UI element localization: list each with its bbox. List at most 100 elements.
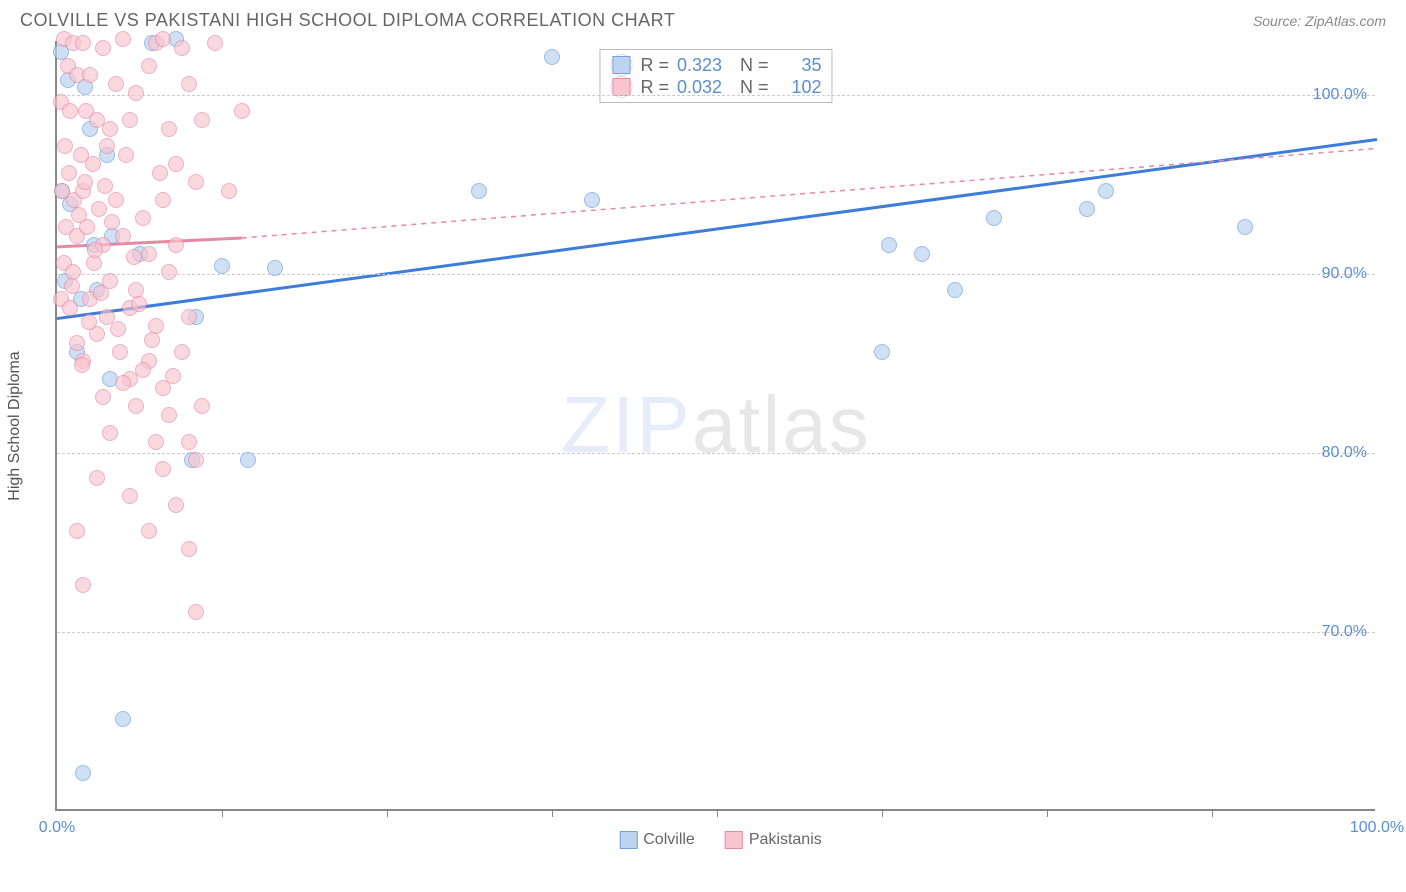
- data-point-pakistanis: [141, 246, 157, 262]
- data-point-colville: [986, 210, 1002, 226]
- plot-area: ZIPatlas R = 0.323 N = 35 R = 0.032 N = …: [55, 41, 1375, 811]
- data-point-pakistanis: [64, 278, 80, 294]
- data-point-colville: [947, 282, 963, 298]
- data-point-pakistanis: [81, 314, 97, 330]
- data-point-pakistanis: [102, 121, 118, 137]
- data-point-pakistanis: [99, 138, 115, 154]
- data-point-colville: [267, 260, 283, 276]
- data-point-pakistanis: [118, 147, 134, 163]
- data-point-pakistanis: [95, 389, 111, 405]
- data-point-pakistanis: [194, 398, 210, 414]
- data-point-pakistanis: [207, 35, 223, 51]
- y-axis-label: High School Diploma: [6, 351, 24, 500]
- data-point-colville: [1098, 183, 1114, 199]
- data-point-pakistanis: [188, 452, 204, 468]
- data-point-colville: [584, 192, 600, 208]
- data-point-pakistanis: [174, 40, 190, 56]
- data-point-pakistanis: [61, 165, 77, 181]
- data-point-pakistanis: [71, 207, 87, 223]
- data-point-pakistanis: [155, 192, 171, 208]
- data-point-colville: [75, 765, 91, 781]
- data-point-pakistanis: [115, 31, 131, 47]
- data-point-colville: [240, 452, 256, 468]
- data-point-colville: [471, 183, 487, 199]
- data-point-pakistanis: [89, 470, 105, 486]
- header: COLVILLE VS PAKISTANI HIGH SCHOOL DIPLOM…: [0, 0, 1406, 36]
- data-point-colville: [1237, 219, 1253, 235]
- data-point-pakistanis: [115, 375, 131, 391]
- data-point-pakistanis: [91, 201, 107, 217]
- xtick: [882, 809, 883, 817]
- stats-row: R = 0.323 N = 35: [610, 54, 821, 76]
- gridline: [57, 632, 1375, 633]
- gridline: [57, 95, 1375, 96]
- data-point-pakistanis: [181, 541, 197, 557]
- data-point-pakistanis: [62, 103, 78, 119]
- data-point-pakistanis: [161, 264, 177, 280]
- data-point-pakistanis: [128, 398, 144, 414]
- data-point-pakistanis: [110, 321, 126, 337]
- data-point-pakistanis: [188, 174, 204, 190]
- xtick-end: 100.0%: [1350, 819, 1404, 837]
- data-point-colville: [881, 237, 897, 253]
- data-point-pakistanis: [87, 242, 103, 258]
- data-point-pakistanis: [181, 434, 197, 450]
- data-point-pakistanis: [155, 461, 171, 477]
- ytick-label: 90.0%: [1322, 265, 1367, 283]
- data-point-pakistanis: [122, 112, 138, 128]
- data-point-pakistanis: [188, 604, 204, 620]
- data-point-pakistanis: [104, 214, 120, 230]
- data-point-pakistanis: [62, 300, 78, 316]
- data-point-pakistanis: [112, 344, 128, 360]
- data-point-colville: [874, 344, 890, 360]
- data-point-pakistanis: [108, 76, 124, 92]
- data-point-pakistanis: [77, 174, 93, 190]
- data-point-pakistanis: [155, 31, 171, 47]
- data-point-pakistanis: [148, 434, 164, 450]
- data-point-pakistanis: [75, 35, 91, 51]
- data-point-colville: [544, 49, 560, 65]
- data-point-colville: [1079, 201, 1095, 217]
- legend: ColvillePakistanis: [619, 831, 822, 849]
- data-point-pakistanis: [174, 344, 190, 360]
- trend-lines: [57, 41, 1377, 811]
- data-point-pakistanis: [97, 178, 113, 194]
- data-point-colville: [914, 246, 930, 262]
- data-point-pakistanis: [161, 407, 177, 423]
- ytick-label: 80.0%: [1322, 444, 1367, 462]
- xtick: [1047, 809, 1048, 817]
- data-point-pakistanis: [93, 285, 109, 301]
- chart-title: COLVILLE VS PAKISTANI HIGH SCHOOL DIPLOM…: [20, 10, 675, 31]
- xtick: [387, 809, 388, 817]
- data-point-colville: [214, 258, 230, 274]
- chart-container: High School Diploma ZIPatlas R = 0.323 N…: [55, 41, 1386, 811]
- gridline: [57, 453, 1375, 454]
- legend-item: Colville: [619, 831, 695, 849]
- source-label: Source: ZipAtlas.com: [1253, 13, 1386, 29]
- data-point-pakistanis: [75, 577, 91, 593]
- data-point-pakistanis: [108, 192, 124, 208]
- data-point-pakistanis: [168, 497, 184, 513]
- data-point-pakistanis: [144, 332, 160, 348]
- data-point-pakistanis: [95, 40, 111, 56]
- data-point-pakistanis: [131, 296, 147, 312]
- data-point-pakistanis: [135, 210, 151, 226]
- data-point-pakistanis: [141, 58, 157, 74]
- data-point-pakistanis: [115, 228, 131, 244]
- data-point-pakistanis: [82, 67, 98, 83]
- xtick-start: 0.0%: [39, 819, 75, 837]
- gridline: [57, 274, 1375, 275]
- data-point-pakistanis: [85, 156, 101, 172]
- xtick: [717, 809, 718, 817]
- data-point-pakistanis: [168, 156, 184, 172]
- data-point-pakistanis: [126, 249, 142, 265]
- xtick: [552, 809, 553, 817]
- data-point-colville: [115, 711, 131, 727]
- ytick-label: 70.0%: [1322, 623, 1367, 641]
- xtick: [222, 809, 223, 817]
- data-point-pakistanis: [128, 85, 144, 101]
- ytick-label: 100.0%: [1313, 86, 1367, 104]
- data-point-pakistanis: [69, 335, 85, 351]
- xtick: [1212, 809, 1213, 817]
- data-point-pakistanis: [122, 488, 138, 504]
